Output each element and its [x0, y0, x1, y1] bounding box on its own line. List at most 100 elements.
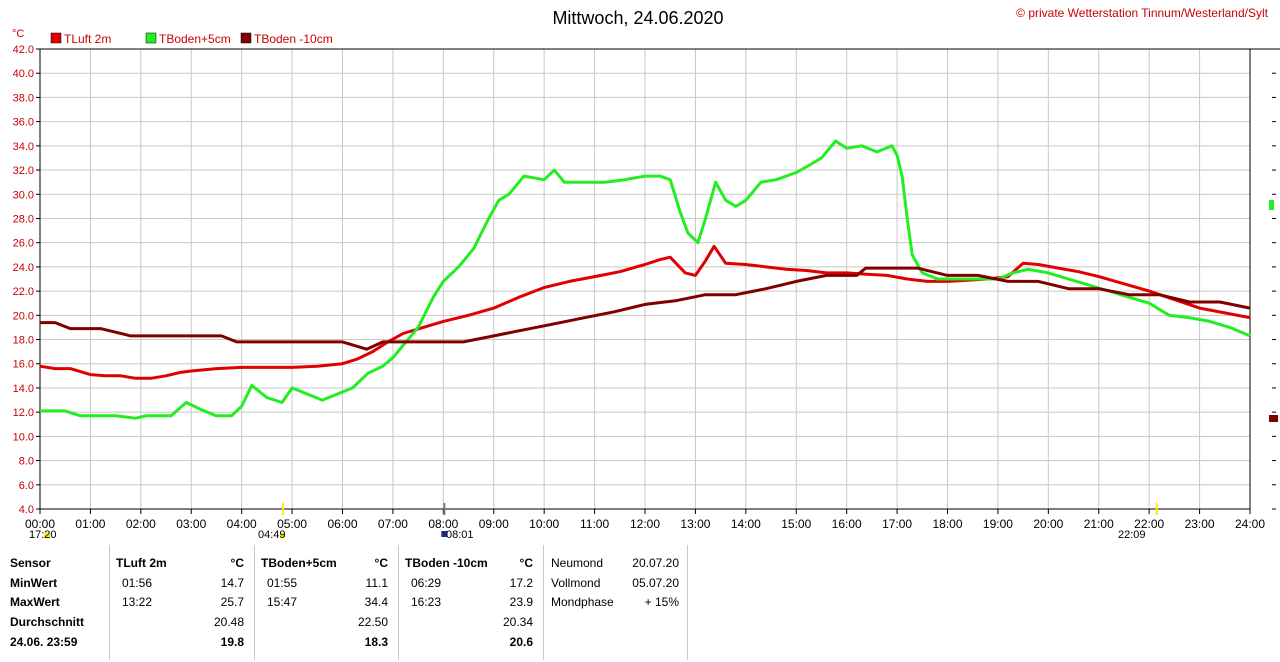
stats-label-panel: Sensor MinWert MaxWert Durchschnitt 24.0… — [0, 545, 110, 660]
min-time: 06:29 — [411, 576, 442, 590]
x-tick-label: 10:00 — [529, 517, 559, 531]
x-tick-label: 22:00 — [1134, 517, 1164, 531]
x-tick-label: 21:00 — [1084, 517, 1114, 531]
legend-label-tluft: TLuft 2m — [64, 32, 111, 46]
x-tick-label: 01:00 — [75, 517, 105, 531]
chart: Mittwoch, 24.06.2020 © private Wettersta… — [12, 6, 1280, 541]
sensor-unit: °C — [374, 556, 388, 570]
x-tick-label: 19:00 — [983, 517, 1013, 531]
annotation-labels: 17:20 04:49 08:01 22:09 — [29, 529, 1146, 541]
moon-icon — [441, 531, 448, 537]
y-tick-label: 26.0 — [13, 238, 34, 250]
min-time: 01:56 — [122, 576, 153, 590]
y-tick-label: 16.0 — [13, 359, 34, 371]
x-tick-label: 17:00 — [882, 517, 912, 531]
x-tick-label: 14:00 — [731, 517, 761, 531]
x-tick-label: 15:00 — [781, 517, 811, 531]
right-indicator-green — [1269, 200, 1274, 210]
x-tick-label: 06:00 — [327, 517, 357, 531]
avg-value: 20.48 — [213, 615, 244, 629]
x-tick-label: 23:00 — [1185, 517, 1215, 531]
x-tick-label: 20:00 — [1033, 517, 1063, 531]
y-tick-label: 20.0 — [13, 310, 34, 322]
moon-value-full: 05.07.20 — [632, 576, 679, 590]
x-tick-label: 04:00 — [227, 517, 257, 531]
sensor-unit: °C — [230, 556, 244, 570]
series-lines — [39, 139, 1251, 420]
y-tick-label: 14.0 — [13, 383, 34, 395]
max-time: 16:23 — [411, 595, 442, 609]
plot-frame — [39, 48, 1251, 510]
sunrise-marker — [282, 503, 285, 515]
max-time: 13:22 — [122, 595, 153, 609]
x-tick-label: 18:00 — [932, 517, 962, 531]
stats-sensor-tboden10: TBoden -10cm °C 06:29 17.2 16:23 23.9 20… — [399, 545, 544, 660]
max-value: 34.4 — [364, 595, 388, 609]
max-value: 23.9 — [509, 595, 533, 609]
x-tick-label: 09:00 — [479, 517, 509, 531]
chart-title: Mittwoch, 24.06.2020 — [552, 8, 723, 28]
y-tick-label: 18.0 — [13, 335, 34, 347]
sensor-name: TLuft 2m — [116, 556, 167, 570]
time-markers — [44, 503, 1158, 538]
max-label: MaxWert — [10, 595, 60, 609]
y-tick-label: 4.0 — [19, 504, 34, 516]
y-tick-label: 24.0 — [13, 262, 34, 274]
right-overflow-indicators — [1250, 48, 1280, 422]
min-value: 17.2 — [509, 576, 533, 590]
x-tick-label: 12:00 — [630, 517, 660, 531]
max-value: 25.7 — [220, 595, 244, 609]
left-time-label: 17:20 — [29, 529, 57, 541]
sunset-marker — [1155, 503, 1158, 515]
current-value: 20.6 — [509, 635, 533, 649]
y-tick-label: 10.0 — [13, 431, 34, 443]
avg-value: 22.50 — [357, 615, 388, 629]
moon-label-new: Neumond — [551, 556, 604, 570]
stats-moon-panel: Neumond 20.07.20 Vollmond 05.07.20 Mondp… — [544, 545, 688, 660]
sensor-header: Sensor — [10, 556, 51, 570]
y-tick-label: 38.0 — [13, 92, 34, 104]
moon-event-label: 08:01 — [446, 529, 474, 541]
x-axis: 00:00 01:00 02:00 03:00 04:00 05:00 06:00 07:00… — [25, 509, 1265, 531]
legend-swatch-tboden10 — [240, 32, 252, 44]
avg-value: 20.34 — [502, 615, 533, 629]
current-label: 24.06. 23:59 — [10, 635, 78, 649]
y-tick-label: 28.0 — [13, 213, 34, 225]
x-tick-label: 16:00 — [832, 517, 862, 531]
x-tick-label: 13:00 — [680, 517, 710, 531]
moon-label-full: Vollmond — [551, 576, 601, 590]
legend-swatch-tboden5 — [145, 32, 157, 44]
moon-marker — [443, 503, 446, 515]
x-tick-label: 03:00 — [176, 517, 206, 531]
left-marker-dot — [44, 533, 50, 538]
stats-table: Sensor MinWert MaxWert Durchschnitt 24.0… — [0, 545, 1280, 662]
legend-swatch-tluft — [50, 32, 62, 44]
x-tick-label: 07:00 — [378, 517, 408, 531]
current-value: 18.3 — [364, 635, 388, 649]
sunset-label: 22:09 — [1118, 529, 1146, 541]
min-label: MinWert — [10, 576, 58, 590]
right-indicator-dark — [1269, 415, 1278, 422]
y-tick-label: 42.0 — [13, 44, 34, 56]
moon-label-phase: Mondphase — [551, 595, 614, 609]
y-axis: 42.0 40.0 38.0 36.0 34.0 32.0 30.0 28.0 26.0 24.0… — [13, 44, 1276, 516]
series-line-1 — [40, 139, 1251, 420]
stats-sensor-tboden5: TBoden+5cm °C 01:55 11.1 15:47 34.4 22.5… — [255, 545, 399, 660]
y-tick-label: 12.0 — [13, 407, 34, 419]
legend-label-tboden10: TBoden -10cm — [254, 32, 333, 46]
y-tick-label: 36.0 — [13, 117, 34, 129]
x-tick-label: 02:00 — [126, 517, 156, 531]
min-value: 14.7 — [220, 576, 244, 590]
x-tick-label: 00:00 — [25, 517, 55, 531]
y-unit-label: °C — [12, 28, 24, 40]
current-value: 19.8 — [220, 635, 244, 649]
sensor-name: TBoden -10cm — [405, 556, 488, 570]
y-tick-label: 32.0 — [13, 165, 34, 177]
x-tick-label: 24:00 — [1235, 517, 1265, 531]
x-tick-label: 11:00 — [580, 517, 609, 531]
legend: TLuft 2m TBoden+5cm TBoden -10cm — [50, 32, 333, 46]
max-time: 15:47 — [267, 595, 298, 609]
moon-value-new: 20.07.20 — [632, 556, 679, 570]
avg-label: Durchschnitt — [10, 615, 85, 629]
y-tick-label: 40.0 — [13, 68, 34, 80]
